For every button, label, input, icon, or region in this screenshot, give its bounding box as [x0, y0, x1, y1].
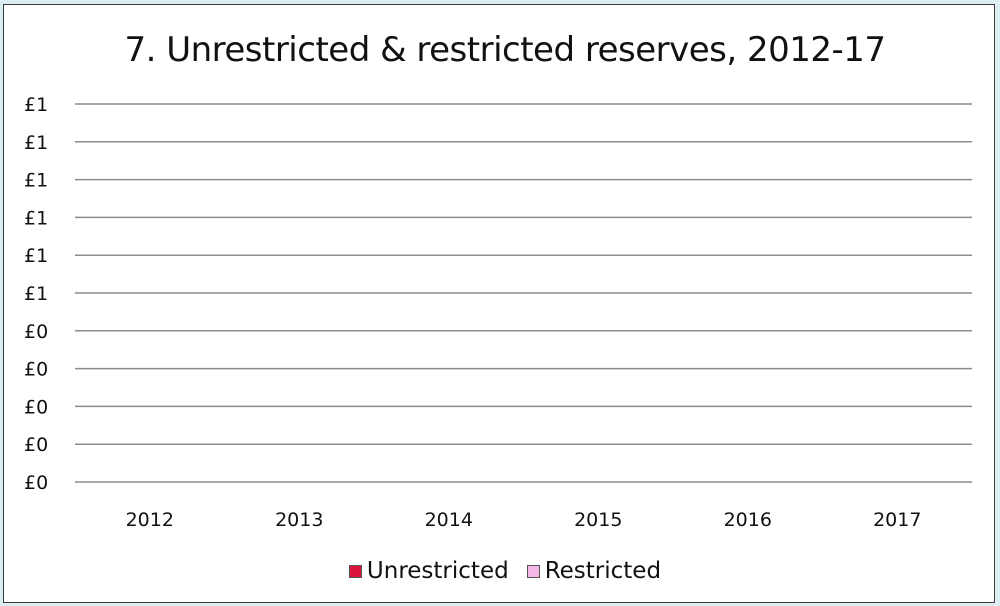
x-tick-label: 2012: [126, 509, 174, 531]
y-tick-label: £1: [24, 245, 48, 267]
y-tick-label: £0: [24, 321, 48, 343]
gridlines: [75, 103, 972, 483]
x-tick-label: 2013: [275, 509, 323, 531]
y-tick-label: £1: [24, 283, 48, 305]
y-tick-label: £0: [24, 396, 48, 418]
x-tick-label: 2014: [425, 509, 473, 531]
x-axis: 2012 2013 2014 2015 2016 2017: [126, 509, 922, 531]
legend-label-unrestricted: Unrestricted: [366, 558, 509, 584]
y-tick-label: £1: [24, 132, 48, 154]
y-tick-label: £1: [24, 170, 48, 192]
y-axis: £1 £1 £1 £1 £1 £1 £0 £0 £0 £0 £0: [24, 94, 48, 494]
legend-swatch-restricted: [526, 564, 540, 578]
legend-item-unrestricted[interactable]: Unrestricted: [348, 558, 509, 584]
legend: Unrestricted Restricted: [0, 558, 1000, 584]
y-tick-label: £1: [24, 207, 48, 229]
y-tick-label: £0: [24, 359, 48, 381]
legend-label-restricted: Restricted: [544, 558, 662, 584]
legend-item-restricted[interactable]: Restricted: [526, 558, 662, 584]
y-tick-label: £0: [24, 472, 48, 494]
x-tick-label: 2017: [873, 509, 921, 531]
legend-swatch-unrestricted: [348, 564, 362, 578]
chart-title: 7. Unrestricted & restricted reserves, 2…: [124, 30, 886, 70]
y-tick-label: £0: [24, 434, 48, 456]
x-tick-label: 2015: [574, 509, 622, 531]
y-tick-label: £1: [24, 94, 48, 116]
x-tick-label: 2016: [724, 509, 772, 531]
